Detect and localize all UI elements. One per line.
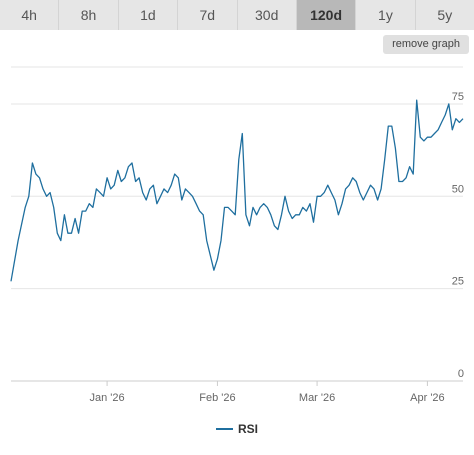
- x-tick-label: Apr '26: [410, 392, 445, 404]
- y-tick-label: 50: [452, 183, 464, 195]
- legend-label-rsi: RSI: [238, 422, 258, 436]
- timeframe-tabs: 4h 8h 1d 7d 30d 120d 1y 5y: [0, 0, 474, 30]
- tab-30d[interactable]: 30d: [237, 0, 297, 30]
- rsi-series-line: [10, 99, 464, 282]
- tab-1y[interactable]: 1y: [356, 0, 416, 30]
- tab-8h[interactable]: 8h: [59, 0, 119, 30]
- y-tick-label: 25: [452, 276, 464, 288]
- x-tick-label: Mar '26: [299, 392, 335, 404]
- grid-lines: [11, 66, 463, 382]
- tab-5y[interactable]: 5y: [415, 0, 474, 30]
- x-tick-label: Jan '26: [90, 392, 125, 404]
- legend[interactable]: RSI: [216, 422, 258, 436]
- tab-1d[interactable]: 1d: [118, 0, 179, 30]
- remove-graph-button[interactable]: remove graph: [383, 35, 469, 54]
- tab-120d[interactable]: 120d: [296, 0, 357, 30]
- y-tick-label: 75: [452, 91, 464, 103]
- tab-4h[interactable]: 4h: [0, 0, 60, 30]
- x-tick-label: Feb '26: [199, 392, 235, 404]
- x-axis-ticks: Jan '26 Feb '26 Mar '26 Apr '26: [90, 381, 445, 404]
- y-tick-label: 0: [458, 368, 464, 380]
- tab-7d[interactable]: 7d: [178, 0, 238, 30]
- y-axis-ticks: 0 25 50 75: [452, 91, 464, 380]
